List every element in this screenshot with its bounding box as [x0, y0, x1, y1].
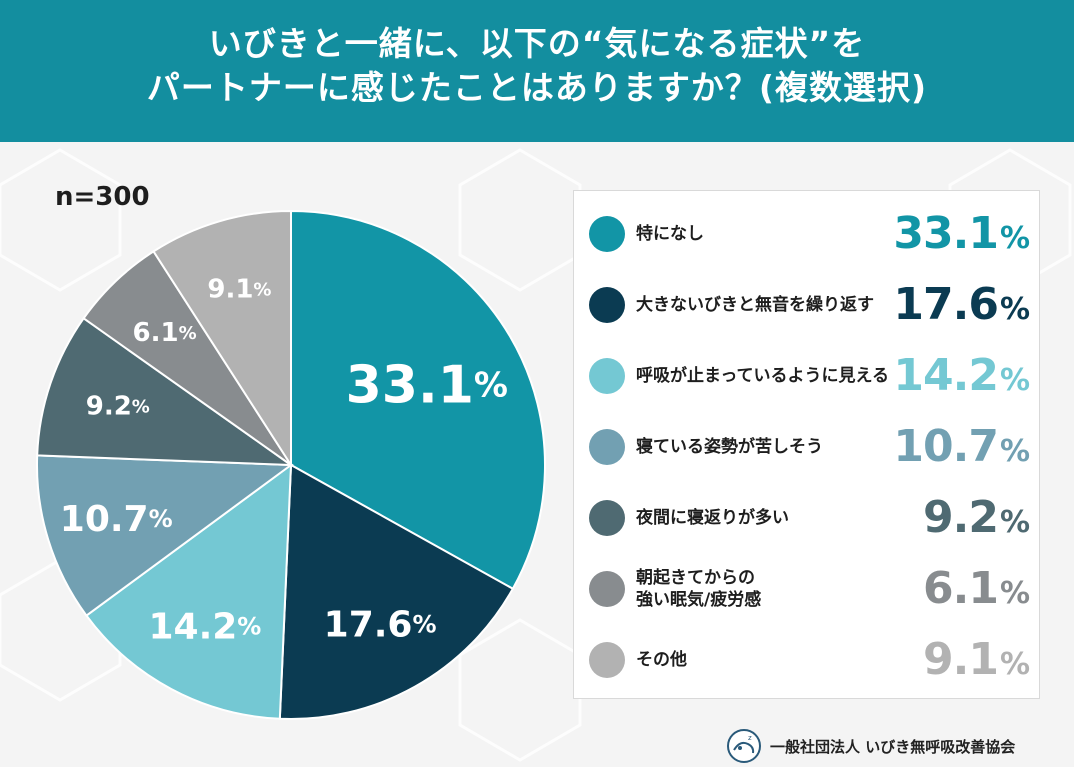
- pie-label-5: 6.1%: [133, 318, 197, 348]
- legend-label: 夜間に寝返りが多い: [636, 508, 789, 528]
- legend-value: 9.2%: [922, 492, 1030, 543]
- legend-value: 6.1%: [922, 563, 1030, 614]
- legend-row: 特になし 33.1%: [574, 199, 1039, 269]
- legend-label: 特になし: [636, 224, 704, 244]
- pie-label-6: 9.1%: [207, 275, 271, 305]
- title-line-2: パートナーに感じたことはありますか？(複数選択): [146, 68, 928, 107]
- legend-swatch: [589, 429, 625, 465]
- legend-value: 10.7%: [893, 421, 1030, 472]
- legend-swatch: [589, 571, 625, 607]
- organization-logo-icon: z: [727, 729, 761, 763]
- legend-swatch: [589, 287, 625, 323]
- pie-label-3: 10.7%: [60, 498, 173, 539]
- legend-value: 33.1%: [893, 208, 1030, 259]
- pie-slice-3: [36, 454, 294, 617]
- legend-row: その他 9.1%: [574, 625, 1039, 695]
- pie-label-4: 9.2%: [86, 391, 150, 421]
- legend-value: 9.1%: [922, 634, 1030, 685]
- pie-slice-6: [152, 209, 292, 469]
- pie-slice-4: [36, 316, 295, 467]
- legend-row: 寝ている姿勢が苦しそう 10.7%: [574, 412, 1039, 482]
- legend-swatch: [589, 500, 625, 536]
- legend-row: 呼吸が止まっているように見える 14.2%: [574, 341, 1039, 411]
- legend-label: 朝起きてからの 強い眠気/疲労感: [636, 568, 762, 610]
- legend-label: 寝ている姿勢が苦しそう: [636, 437, 823, 457]
- legend-value: 17.6%: [893, 279, 1030, 330]
- legend-label: その他: [636, 650, 687, 670]
- legend-row: 夜間に寝返りが多い 9.2%: [574, 483, 1039, 553]
- pie-slice-0: [290, 209, 546, 591]
- legend-label: 大きないびきと無音を繰り返す: [636, 295, 874, 315]
- pie-label-1: 17.6%: [324, 604, 437, 645]
- legend-value: 14.2%: [893, 350, 1030, 401]
- legend-label: 呼吸が止まっているように見える: [636, 366, 889, 386]
- legend-row: 朝起きてからの 強い眠気/疲労感 6.1%: [574, 554, 1039, 624]
- svg-text:z: z: [748, 734, 752, 742]
- legend-panel: 特になし 33.1% 大きないびきと無音を繰り返す 17.6% 呼吸が止まっているように…: [573, 190, 1040, 699]
- pie-label-2: 14.2%: [148, 606, 261, 647]
- sample-size: n=300: [55, 182, 150, 212]
- header-banner: いびきと一緒に、以下の“気になる症状”を パートナーに感じたことはありますか？(…: [0, 0, 1074, 142]
- pie-slice-1: [278, 463, 515, 720]
- title-line-1: いびきと一緒に、以下の“気になる症状”を: [208, 24, 866, 63]
- legend-swatch: [589, 216, 625, 252]
- legend-row: 大きないびきと無音を繰り返す 17.6%: [574, 270, 1039, 340]
- organization-name: 一般社団法人 いびき無呼吸改善協会: [770, 738, 1016, 756]
- pie-label-0: 33.1%: [346, 355, 508, 415]
- pie-slice-2: [85, 462, 293, 720]
- legend-swatch: [589, 642, 625, 678]
- legend-swatch: [589, 358, 625, 394]
